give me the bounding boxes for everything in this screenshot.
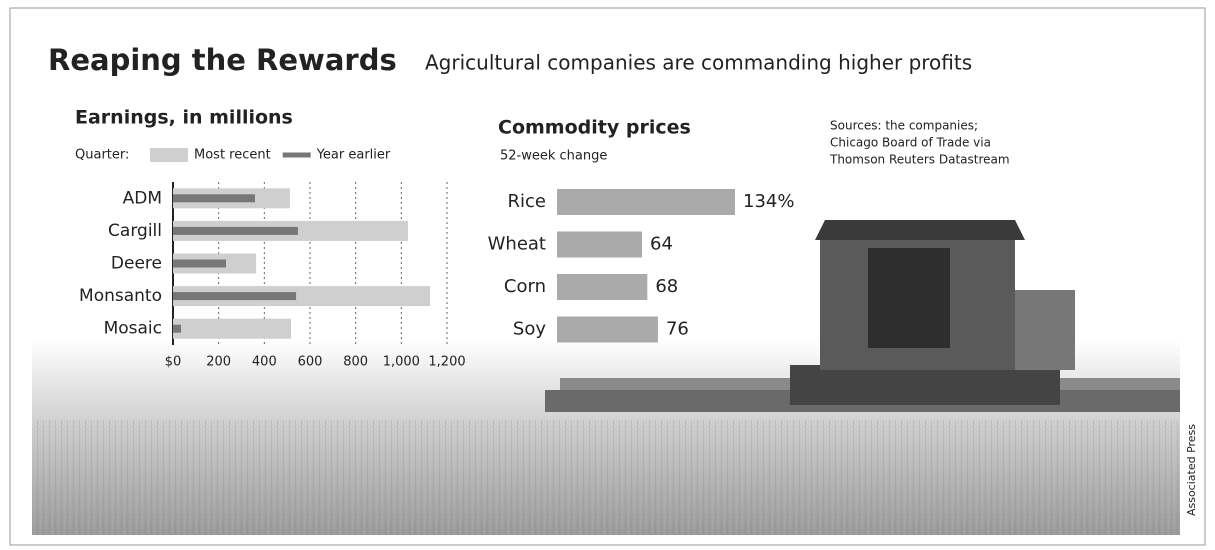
y-tick-label: Deere (111, 254, 162, 274)
field-texture (32, 420, 1180, 535)
combine-harvester (545, 220, 1180, 412)
category-label: Soy (513, 319, 546, 340)
bar (557, 274, 648, 300)
legend-swatch (150, 148, 188, 162)
category-label: Wheat (488, 234, 546, 255)
bar (173, 292, 297, 301)
value-label: 68 (655, 276, 678, 297)
bar (173, 318, 292, 339)
bar (173, 324, 181, 333)
bar (173, 194, 255, 203)
subtitle: Agricultural companies are commanding hi… (425, 51, 972, 75)
sources-line: Thomson Reuters Datastream (829, 153, 1010, 167)
y-tick-label: Cargill (108, 221, 162, 241)
x-tick-label: 800 (343, 355, 368, 370)
chart-subtitle: 52-week change (500, 149, 607, 164)
legend-swatch (282, 152, 311, 158)
x-tick-label: 400 (252, 355, 277, 370)
bar (557, 231, 643, 258)
legend-label: Most recent (194, 148, 271, 163)
bar (173, 259, 226, 268)
x-tick-label: 1,000 (383, 355, 420, 370)
y-tick-label: Monsanto (79, 286, 162, 306)
title: Reaping the Rewards (48, 43, 397, 77)
bar (173, 226, 298, 235)
value-label: 64 (650, 234, 673, 255)
chart-title: Commodity prices (498, 117, 691, 139)
legend-label: Year earlier (316, 148, 391, 163)
legend-title: Quarter: (75, 148, 129, 163)
photo-credit: Associated Press (1185, 424, 1198, 516)
category-label: Corn (504, 276, 546, 297)
x-tick-label: 600 (298, 355, 323, 370)
sources-line: Chicago Board of Trade via (830, 136, 991, 150)
x-tick-label: 1,200 (428, 355, 465, 370)
y-tick-label: Mosaic (104, 319, 162, 339)
sources-line: Sources: the companies; (830, 119, 978, 133)
value-label: 76 (666, 319, 689, 340)
bar (557, 189, 735, 215)
bar (173, 286, 431, 307)
category-label: Rice (508, 191, 546, 212)
y-tick-label: ADM (123, 188, 162, 208)
value-label: 134% (743, 191, 794, 212)
x-tick-label: 200 (206, 355, 231, 370)
x-tick-label: $0 (165, 355, 182, 370)
chart-title: Earnings, in millions (75, 107, 293, 129)
bar (557, 316, 658, 343)
